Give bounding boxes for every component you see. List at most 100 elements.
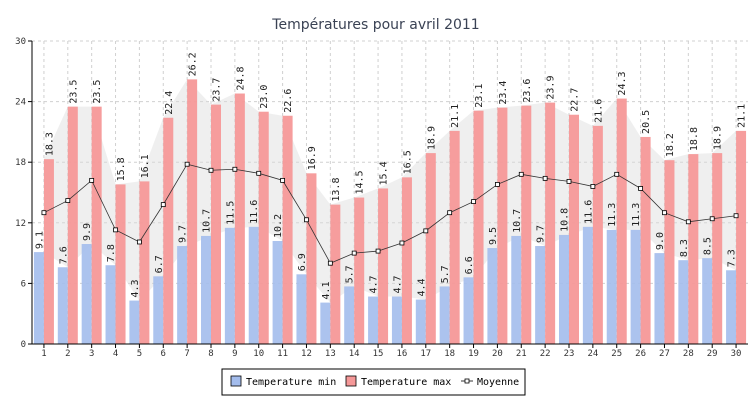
average-line: [41, 161, 739, 266]
data-labels: 9.1 18.3 7.6 23.5 9.9 23.5 7.8 15.8 4.3 16.1 6.7 22…: [34, 52, 747, 299]
moyenne-point: [41, 210, 47, 216]
moyenne-point: [232, 166, 238, 172]
bar-temperature-max: [354, 197, 365, 344]
bar-temperature-min: [33, 252, 44, 344]
bar-temperature-min: [582, 226, 593, 344]
data-label-max: 23.5: [68, 80, 79, 104]
bar-temperature-max: [234, 93, 245, 345]
bar-temperature-min: [201, 235, 211, 344]
bar-temperature-min: [726, 270, 737, 344]
y-tick-label: 12: [15, 219, 26, 229]
data-label-min: 9.5: [488, 227, 499, 245]
data-label-max: 21.1: [737, 104, 748, 128]
x-tick-label: 28: [683, 349, 694, 359]
moyenne-point: [518, 171, 524, 177]
bar-temperature-min: [105, 265, 116, 344]
x-tick-label: 13: [325, 349, 336, 359]
data-label-min: 4.4: [416, 278, 427, 296]
bar-temperature-min: [559, 234, 569, 344]
data-label-min: 7.8: [106, 244, 117, 262]
bar-temperature-min: [129, 300, 140, 344]
data-label-max: 18.8: [689, 127, 700, 151]
bar-temperature-max: [187, 79, 198, 344]
bar-temperature-min: [535, 246, 546, 344]
x-tick-label: 20: [492, 349, 503, 359]
moyenne-point: [184, 161, 190, 167]
moyenne-point: [65, 198, 71, 203]
legend-swatch: [230, 375, 242, 387]
x-tick-label: 16: [397, 349, 408, 359]
x-tick-label: 4: [113, 349, 118, 359]
data-label-min: 5.7: [440, 265, 451, 283]
x-tick-label: 11: [277, 349, 288, 359]
data-label-max: 13.8: [331, 178, 342, 202]
bar-temperature-min: [463, 277, 474, 344]
moyenne-point: [494, 182, 500, 187]
data-label-min: 6.6: [464, 256, 475, 274]
x-tick-label: 3: [89, 349, 94, 359]
y-tick-label: 24: [15, 98, 26, 108]
bar-temperature-max: [211, 104, 221, 344]
x-tick-label: 10: [253, 349, 264, 359]
bar-temperature-max: [67, 106, 78, 345]
moyenne-point: [327, 260, 333, 266]
x-tick-label: 12: [301, 349, 312, 359]
series-line-moyenne: [43, 163, 737, 264]
data-label-min: 7.3: [727, 249, 738, 267]
data-label-min: 9.7: [536, 225, 547, 243]
bar-temperature-max: [115, 184, 126, 344]
data-label-max: 23.1: [474, 84, 485, 108]
moyenne-point: [160, 202, 166, 208]
data-label-max: 23.7: [212, 78, 223, 102]
bar-temperature-min: [511, 235, 522, 344]
data-label-max: 18.9: [713, 126, 724, 150]
moyenne-point: [662, 210, 667, 216]
moyenne-point: [590, 184, 596, 189]
bar-temperature-min: [57, 267, 68, 344]
bar-temperature-min: [320, 302, 331, 344]
bar-temperature-max: [664, 160, 675, 344]
moyenne-point: [733, 213, 739, 219]
bar-temperature-max: [378, 188, 389, 344]
moyenne-point: [304, 217, 309, 223]
bar-temperature-max: [473, 110, 484, 344]
bar-temperature-max: [425, 153, 436, 344]
x-tick-label: 6: [161, 349, 166, 359]
bar-temperature-min: [248, 226, 259, 344]
x-tick-label: 30: [731, 349, 742, 359]
moyenne-point: [136, 239, 142, 245]
legend: Temperature min Temperature max Moyenne: [221, 368, 526, 396]
x-tick-label: 24: [587, 349, 598, 359]
data-label-max: 16.9: [307, 146, 318, 170]
bar-temperature-max: [616, 98, 627, 344]
data-label-max: 22.4: [164, 91, 175, 115]
bar-temperature-max: [43, 159, 54, 344]
moyenne-point: [208, 167, 214, 173]
data-label-min: 10.8: [560, 208, 571, 232]
x-tick-label: 17: [420, 349, 431, 359]
x-tick-label: 27: [659, 349, 670, 359]
moyenne-point: [351, 250, 357, 256]
bar-temperature-max: [282, 115, 293, 345]
data-label-min: 4.7: [392, 275, 403, 293]
data-label-max: 23.9: [546, 76, 557, 100]
data-label-max: 18.3: [44, 132, 55, 156]
data-label-min: 8.3: [679, 239, 690, 257]
data-label-min: 10.7: [512, 209, 523, 233]
bars: [33, 79, 747, 345]
data-label-min: 11.3: [631, 203, 642, 227]
data-label-min: 9.1: [34, 231, 45, 249]
bar-temperature-min: [296, 274, 307, 344]
data-label-max: 23.5: [92, 80, 103, 104]
x-tick-label: 2: [65, 349, 70, 359]
legend-swatch: [345, 375, 357, 387]
data-label-max: 21.1: [450, 104, 461, 128]
x-tick-label: 14: [349, 349, 360, 359]
bar-temperature-max: [736, 130, 747, 344]
data-label-min: 9.9: [82, 223, 93, 241]
moyenne-point: [447, 210, 453, 216]
x-tick-label: 25: [611, 349, 622, 359]
data-label-max: 18.2: [665, 133, 676, 157]
legend-label: Moyenne: [477, 377, 519, 388]
